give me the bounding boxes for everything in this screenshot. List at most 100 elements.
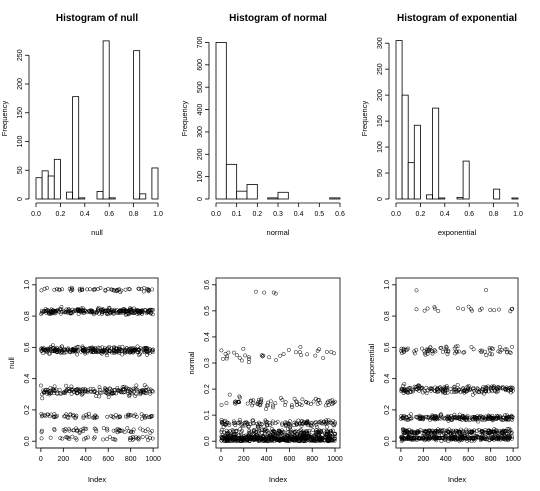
scatter-point [412,351,417,356]
scatter-point [503,347,508,352]
scatter-point [105,353,109,358]
histogram-bar [53,158,61,200]
scatter-point [286,430,290,435]
scatter-point [232,350,236,355]
scatter-point [465,438,470,443]
scatter-point [426,349,430,354]
scatter-point [498,437,503,442]
scatter-point [478,413,483,418]
scatter-point [508,428,513,433]
scatter-point [294,400,299,405]
scatter-point [510,306,515,311]
scatter-point [219,438,224,443]
scatter-point [264,435,269,440]
scatter-point [448,387,453,391]
scatter-point [140,310,145,315]
scatter-point [129,436,134,441]
scatter-point [405,430,410,434]
scatter-point [318,400,323,405]
scatter-point [271,405,276,410]
scatter-point [97,387,102,392]
scatter-point [107,435,112,440]
scatter-point [504,347,509,352]
scatter-point [39,288,44,293]
scatter-point [496,349,501,354]
scatter-point [251,398,256,403]
scatter-point [457,429,462,434]
scatter-point [297,421,302,426]
y-tick-label: 0 [197,197,204,201]
scatter-point [314,420,318,424]
scatter-point [44,391,49,396]
x-tick-label: 0.4 [294,211,304,218]
chart-title: Histogram of normal [229,13,327,24]
scatter-point [103,287,108,292]
scatter-point [324,431,329,436]
scatter-point [74,413,79,418]
scatter-point [433,429,438,434]
y-axis-label: exponential [367,343,376,382]
scatter-point [399,435,403,440]
scatter-point [293,429,298,434]
scatter-point [143,348,148,353]
scatter-point [313,420,318,425]
scatter-point [126,412,131,417]
scatter-point [309,423,314,428]
scatter-point [286,421,291,426]
scatter-point [114,289,119,294]
scatter-point [126,309,131,314]
scatter-point [42,413,47,418]
scatter-point [278,353,283,358]
scatter-point [109,346,114,351]
scatter-point [430,349,435,354]
scatter-point [57,349,62,354]
scatter-point [88,287,92,292]
scatter-point [247,429,252,434]
scatter-point [295,421,300,426]
y-tick-label: 200 [197,148,204,160]
x-tick-label: 0.8 [129,211,139,218]
scatter-point [135,344,140,349]
scatter-point [125,414,130,419]
scatter-point [486,413,491,418]
scatter-point [461,415,466,420]
y-tick-label: 0.0 [384,436,391,446]
scatter-point [292,423,296,428]
scatter-point [264,407,268,411]
scatter-point [445,417,450,422]
scatter-point [87,308,92,313]
scatter-point [262,290,267,295]
scatter-point [270,419,275,424]
scatter-point [55,390,60,395]
histogram-bar [215,42,227,200]
scatter-point [300,397,305,402]
scatter-point [76,345,81,349]
scatter-point [303,400,308,404]
scatter-point [301,421,306,426]
scatter-point [237,420,242,425]
scatter-point [422,351,427,356]
scatter-point [81,349,86,353]
scatter-point [112,391,117,396]
scatter-point [94,429,99,434]
scatter-point [328,398,333,403]
y-axis-label: null [7,357,16,369]
scatter-point [440,415,445,420]
scatter-point [243,353,248,358]
scatter-point [422,308,427,313]
y-tick-label: 50 [377,169,384,177]
scatter-point [240,428,244,433]
scatter-point [484,353,489,358]
scatter-point [64,383,68,388]
scatter-point [41,388,46,393]
scatter-point [452,387,457,392]
scatter-point [451,428,456,433]
scatter-point [316,398,320,402]
scatter-point [434,436,439,441]
scatter-point [141,388,146,393]
scatter-point [52,287,57,292]
scatter-point [66,307,71,312]
scatter-point [479,417,484,422]
scatter-point [425,436,430,441]
y-tick-label: 0 [377,197,384,201]
